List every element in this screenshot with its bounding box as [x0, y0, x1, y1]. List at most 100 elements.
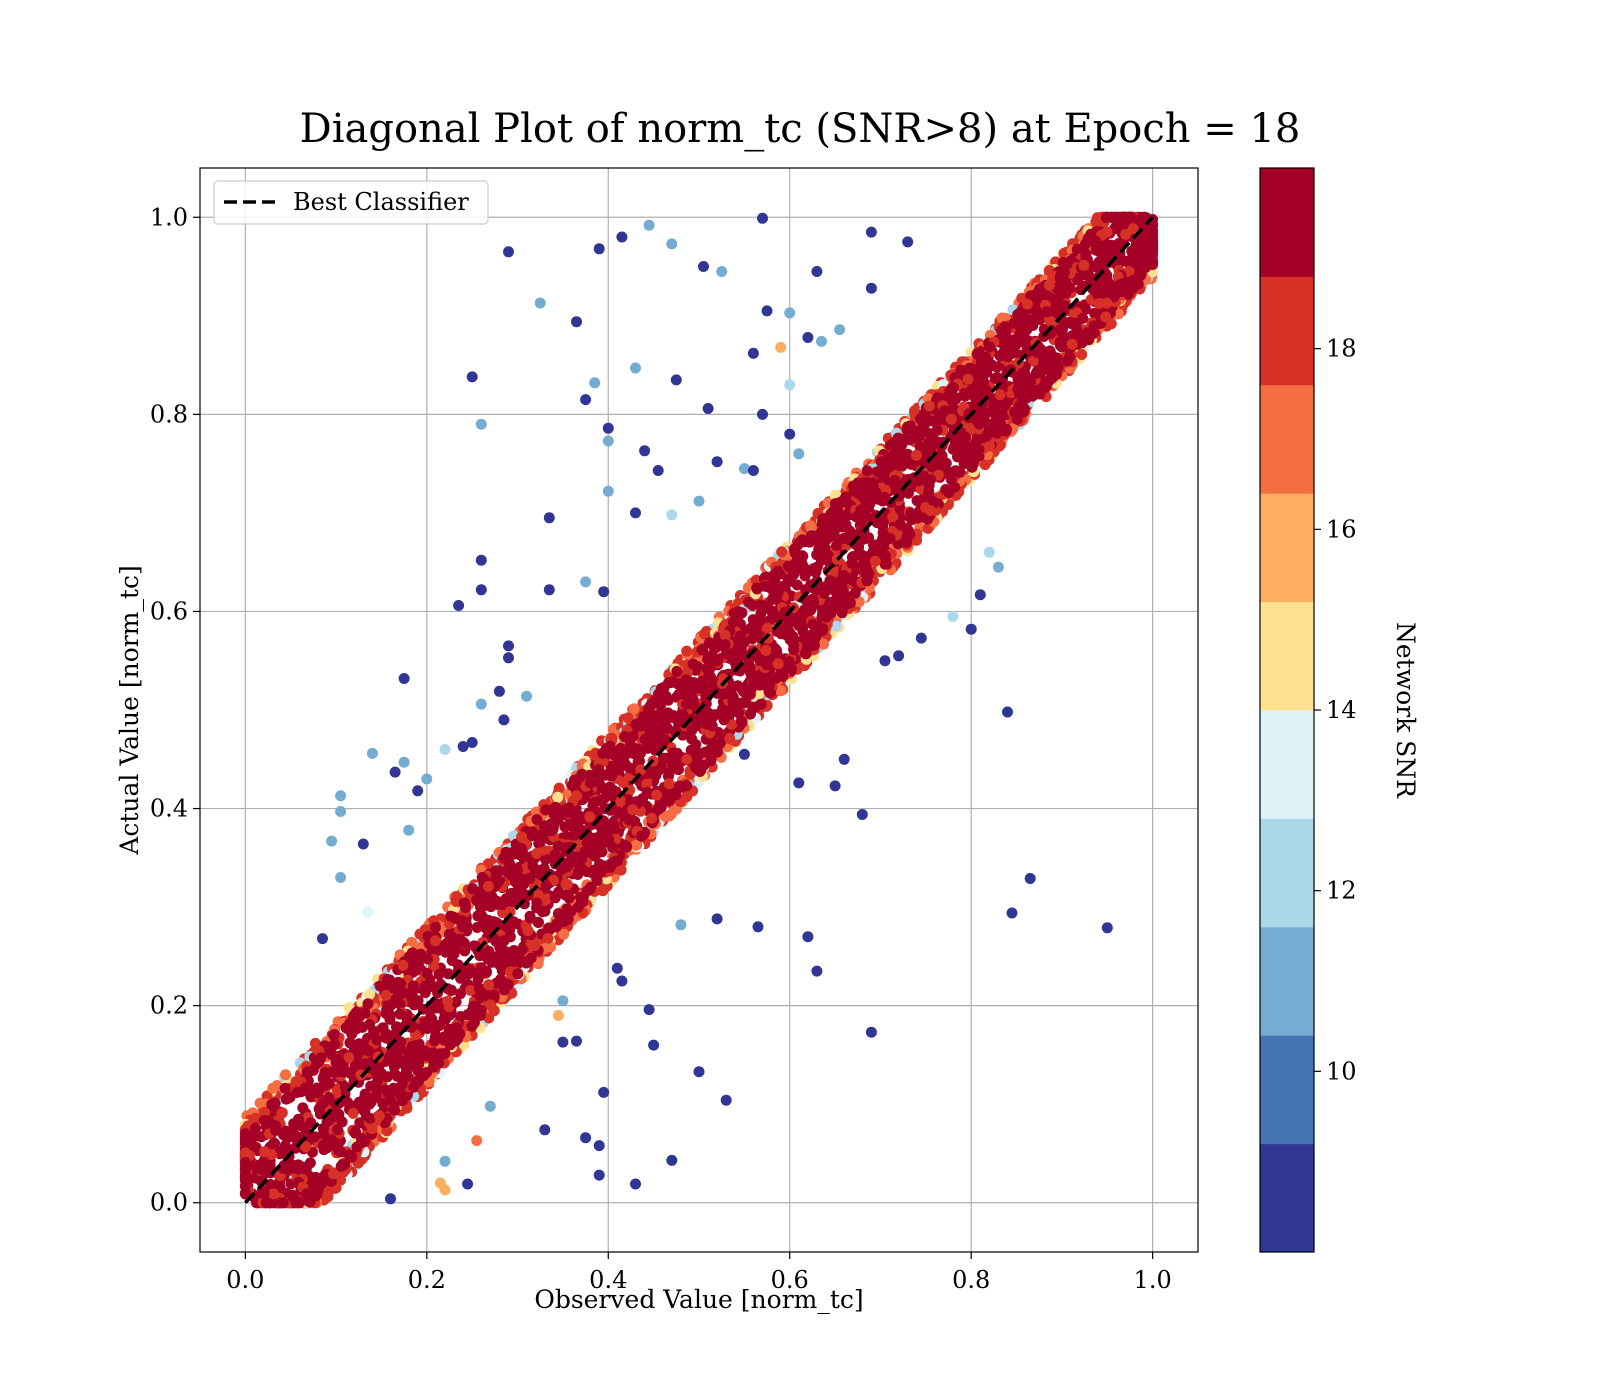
- band-point: [577, 896, 589, 908]
- band-point: [663, 767, 675, 779]
- band-point: [279, 1082, 291, 1094]
- band-point: [1136, 254, 1147, 266]
- band-point: [1122, 288, 1134, 300]
- band-point: [840, 492, 852, 504]
- band-point: [490, 935, 502, 947]
- band-point: [442, 995, 454, 1007]
- band-point: [924, 505, 936, 516]
- band-point: [410, 959, 422, 971]
- band-point: [680, 674, 692, 686]
- band-point: [343, 1052, 355, 1064]
- band-point: [1138, 234, 1150, 246]
- band-point: [394, 1008, 406, 1020]
- band-point: [502, 979, 514, 991]
- band-point: [674, 780, 685, 792]
- band-point: [1025, 376, 1036, 388]
- band-point: [351, 1006, 363, 1018]
- band-point: [258, 1188, 270, 1200]
- band-point: [250, 1122, 262, 1134]
- band-point: [527, 860, 539, 872]
- band-point: [301, 1161, 313, 1173]
- band-point: [623, 814, 635, 826]
- band-point: [949, 481, 961, 493]
- band-point: [287, 1190, 299, 1202]
- band-point: [836, 581, 848, 593]
- band-point: [1090, 235, 1102, 247]
- band-point: [289, 1162, 301, 1174]
- band-point: [320, 1069, 332, 1080]
- band-point: [313, 1103, 325, 1115]
- band-point: [705, 743, 717, 755]
- band-point: [634, 755, 645, 767]
- band-point: [606, 770, 617, 782]
- band-point: [764, 687, 776, 699]
- band-point: [835, 521, 847, 533]
- band-point: [871, 539, 883, 551]
- band-point: [879, 550, 891, 562]
- band-point: [576, 863, 588, 875]
- band-point: [498, 935, 510, 947]
- band-point: [516, 831, 528, 843]
- band-point: [662, 712, 674, 724]
- band-point: [338, 1066, 350, 1078]
- band-point: [559, 821, 571, 833]
- band-point: [850, 511, 862, 523]
- band-point: [474, 983, 485, 995]
- band-point: [280, 1125, 292, 1137]
- band-point: [1050, 365, 1062, 377]
- band-point: [466, 1005, 478, 1017]
- band-point: [1109, 211, 1121, 223]
- band-point: [1093, 256, 1105, 268]
- band-point: [531, 814, 543, 825]
- band-point: [962, 373, 974, 385]
- band-point: [1087, 326, 1099, 338]
- band-point: [860, 496, 872, 507]
- band-point: [1089, 307, 1101, 319]
- band-point: [774, 568, 786, 580]
- band-point: [1056, 322, 1068, 334]
- band-point: [524, 872, 536, 884]
- band-point: [531, 897, 543, 909]
- band-point: [830, 620, 842, 632]
- band-point: [887, 437, 899, 449]
- band-point: [571, 790, 583, 802]
- band-point: [553, 782, 565, 794]
- band-point: [947, 443, 959, 455]
- band-point: [797, 535, 809, 547]
- band-point: [276, 1107, 288, 1119]
- band-point: [724, 733, 736, 744]
- band-point: [358, 1092, 370, 1104]
- band-point: [364, 988, 375, 1000]
- band-point: [753, 688, 765, 700]
- band-point: [1091, 287, 1103, 299]
- band-point: [663, 778, 675, 790]
- band-point: [1076, 349, 1088, 360]
- band-point: [426, 1013, 438, 1025]
- band-point: [560, 889, 571, 901]
- band-point: [474, 1009, 486, 1021]
- band-point: [561, 903, 573, 915]
- band-point: [681, 791, 693, 803]
- band-point: [397, 959, 409, 971]
- band-point: [1102, 246, 1114, 257]
- band-point: [772, 587, 784, 599]
- band-point: [525, 952, 537, 964]
- band-point: [354, 1117, 366, 1129]
- band-point: [560, 878, 572, 890]
- band-point: [1101, 297, 1113, 309]
- chart-title: Diagonal Plot of norm_tc (SNR>8) at Epoc…: [300, 106, 1301, 152]
- band-point: [267, 1082, 279, 1094]
- band-point: [305, 1117, 317, 1129]
- band-point: [612, 806, 624, 818]
- band-point: [824, 597, 836, 609]
- band-point: [805, 604, 817, 616]
- band-point: [958, 438, 970, 450]
- band-point: [439, 1047, 451, 1059]
- band-point: [630, 839, 642, 851]
- band-point: [323, 1046, 335, 1058]
- band-point: [653, 728, 665, 740]
- band-point: [799, 563, 811, 575]
- band-point: [364, 1112, 376, 1124]
- band-point: [775, 685, 787, 697]
- band-point: [609, 856, 620, 868]
